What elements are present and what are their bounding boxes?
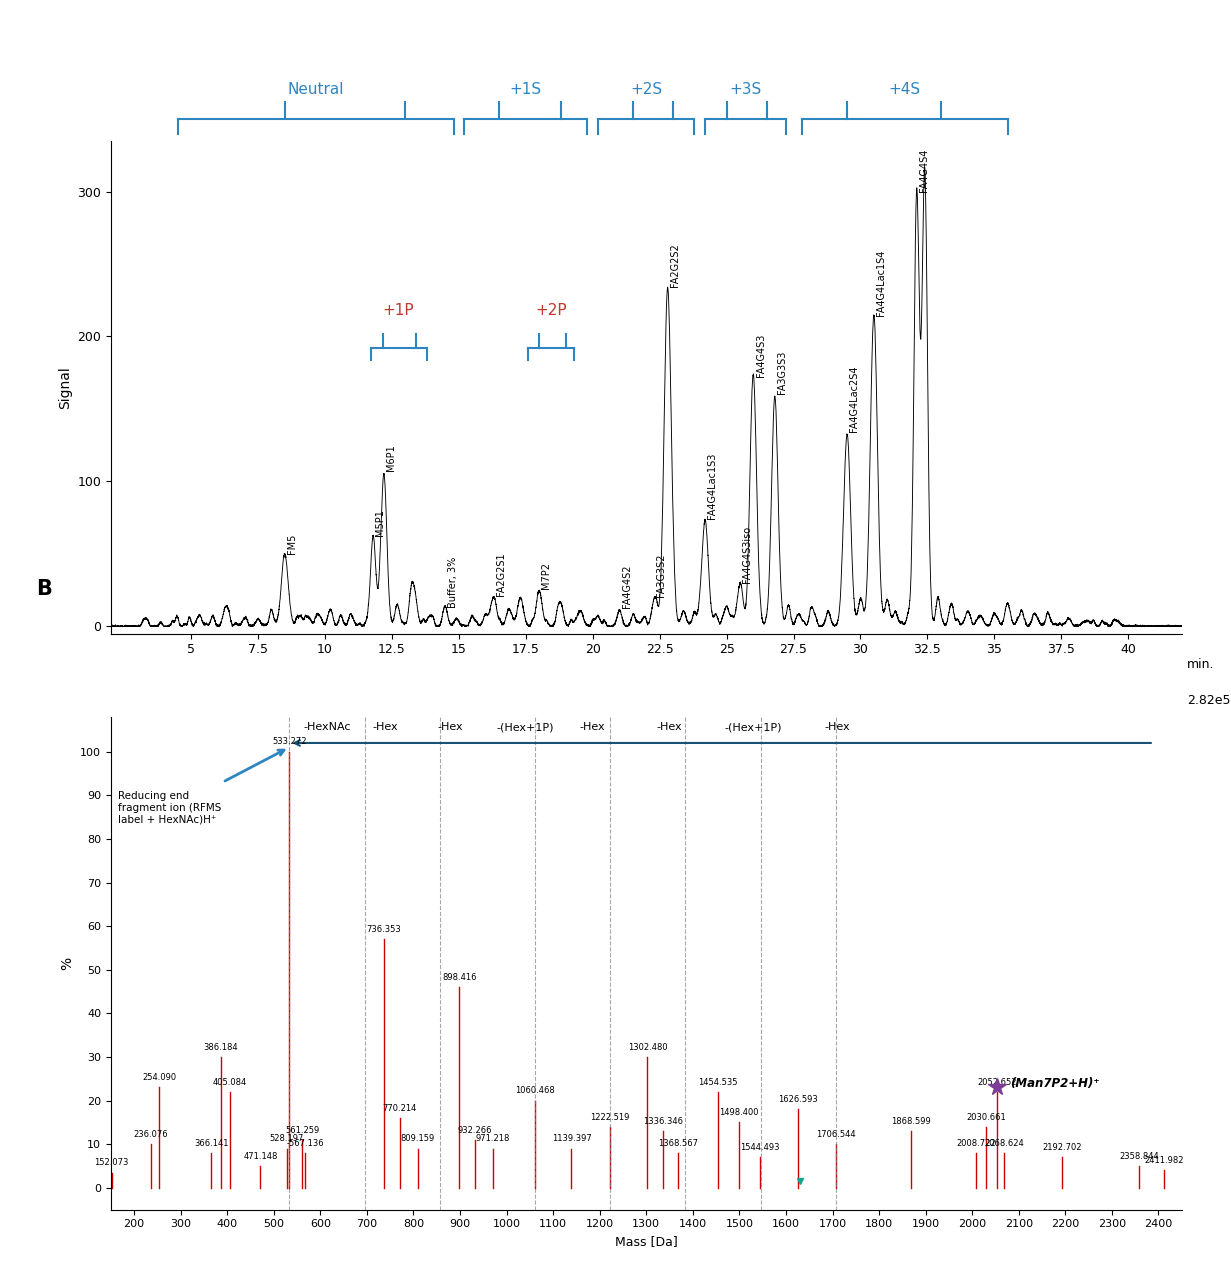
Text: FA4G4S2: FA4G4S2 (622, 564, 632, 608)
Text: (Man7P2+H)⁺: (Man7P2+H)⁺ (1009, 1076, 1099, 1089)
Text: 405.084: 405.084 (213, 1078, 246, 1087)
Text: -Hex: -Hex (438, 722, 464, 732)
Text: 528.197: 528.197 (270, 1134, 304, 1143)
Text: 1498.400: 1498.400 (719, 1108, 758, 1117)
Text: 1626.593: 1626.593 (778, 1096, 819, 1105)
Text: -(Hex+1P): -(Hex+1P) (496, 722, 554, 732)
Text: 809.159: 809.159 (400, 1134, 435, 1143)
Text: -Hex: -Hex (825, 722, 849, 732)
Text: 2411.982: 2411.982 (1145, 1156, 1184, 1165)
Text: -(Hex+1P): -(Hex+1P) (725, 722, 782, 732)
Text: FA2G2S1: FA2G2S1 (496, 552, 506, 596)
Text: M6P1: M6P1 (387, 444, 396, 471)
Text: +1P: +1P (383, 302, 415, 317)
Text: 1868.599: 1868.599 (891, 1117, 931, 1126)
Text: 932.266: 932.266 (458, 1125, 492, 1134)
Text: 1302.480: 1302.480 (628, 1043, 667, 1052)
Text: FA4G4S3iso: FA4G4S3iso (742, 526, 752, 582)
Text: 1368.567: 1368.567 (659, 1139, 698, 1148)
Text: Buffer, 3%: Buffer, 3% (448, 557, 458, 608)
Text: -Hex: -Hex (373, 722, 399, 732)
Text: -Hex: -Hex (657, 722, 682, 732)
Text: 2052.652: 2052.652 (977, 1078, 1017, 1087)
Text: 1222.519: 1222.519 (591, 1112, 630, 1121)
Text: -Hex: -Hex (580, 722, 606, 732)
Text: 561.259: 561.259 (286, 1125, 319, 1134)
Text: FA4G4Lac2S4: FA4G4Lac2S4 (849, 366, 859, 433)
Text: M5P1: M5P1 (375, 509, 385, 536)
Text: +2S: +2S (630, 82, 662, 97)
Text: 1706.544: 1706.544 (816, 1130, 856, 1139)
Text: B: B (36, 579, 52, 599)
Text: -HexNAc: -HexNAc (304, 722, 351, 732)
Text: +2P: +2P (535, 302, 567, 317)
Text: 2192.702: 2192.702 (1043, 1143, 1082, 1152)
Text: Reducing end
fragment ion (RFMS
label + HexNAc)H⁺: Reducing end fragment ion (RFMS label + … (118, 791, 222, 824)
Text: 2068.624: 2068.624 (985, 1139, 1024, 1148)
Text: 1544.493: 1544.493 (740, 1143, 780, 1152)
Text: +4S: +4S (889, 82, 921, 97)
Text: 2358.844: 2358.844 (1119, 1152, 1160, 1161)
Y-axis label: Signal: Signal (58, 366, 71, 408)
Text: 152.073: 152.073 (95, 1158, 129, 1167)
X-axis label: Mass [Da]: Mass [Da] (616, 1235, 677, 1248)
Text: FM5: FM5 (287, 534, 297, 554)
Text: 1060.468: 1060.468 (515, 1087, 555, 1096)
Text: 2.82e5: 2.82e5 (1187, 694, 1231, 707)
Text: 2008.722: 2008.722 (956, 1139, 996, 1148)
Text: FA2G2S2: FA2G2S2 (670, 243, 680, 287)
Y-axis label: %: % (60, 956, 75, 970)
Text: 386.184: 386.184 (203, 1043, 238, 1052)
Text: FA3G3S3: FA3G3S3 (777, 351, 787, 394)
Text: 236.076: 236.076 (133, 1130, 169, 1139)
Text: FA4G4S4: FA4G4S4 (918, 148, 929, 192)
Text: 1454.535: 1454.535 (698, 1078, 737, 1087)
Text: FA3G3S2: FA3G3S2 (656, 554, 666, 598)
Text: 898.416: 898.416 (442, 973, 476, 982)
Text: M7P2: M7P2 (542, 562, 551, 589)
Text: +3S: +3S (729, 82, 762, 97)
Text: 1336.346: 1336.346 (644, 1117, 683, 1126)
Text: -567.136: -567.136 (287, 1139, 324, 1148)
Text: 471.148: 471.148 (244, 1152, 277, 1161)
Text: 2030.661: 2030.661 (966, 1112, 1007, 1121)
Text: FA4G4S3: FA4G4S3 (756, 334, 766, 378)
Text: 366.141: 366.141 (194, 1139, 229, 1148)
Text: +1S: +1S (510, 82, 542, 97)
Text: 254.090: 254.090 (143, 1073, 176, 1083)
Text: 1139.397: 1139.397 (551, 1134, 591, 1143)
Text: FA4G4Lac1S4: FA4G4Lac1S4 (876, 250, 886, 316)
Text: 533.272: 533.272 (272, 737, 307, 746)
Text: 971.218: 971.218 (476, 1134, 511, 1143)
Text: Neutral: Neutral (287, 82, 343, 97)
Text: 770.214: 770.214 (383, 1103, 417, 1112)
Text: min.: min. (1187, 658, 1215, 671)
Text: 736.353: 736.353 (367, 925, 401, 934)
Text: FA4G4Lac1S3: FA4G4Lac1S3 (708, 453, 718, 520)
